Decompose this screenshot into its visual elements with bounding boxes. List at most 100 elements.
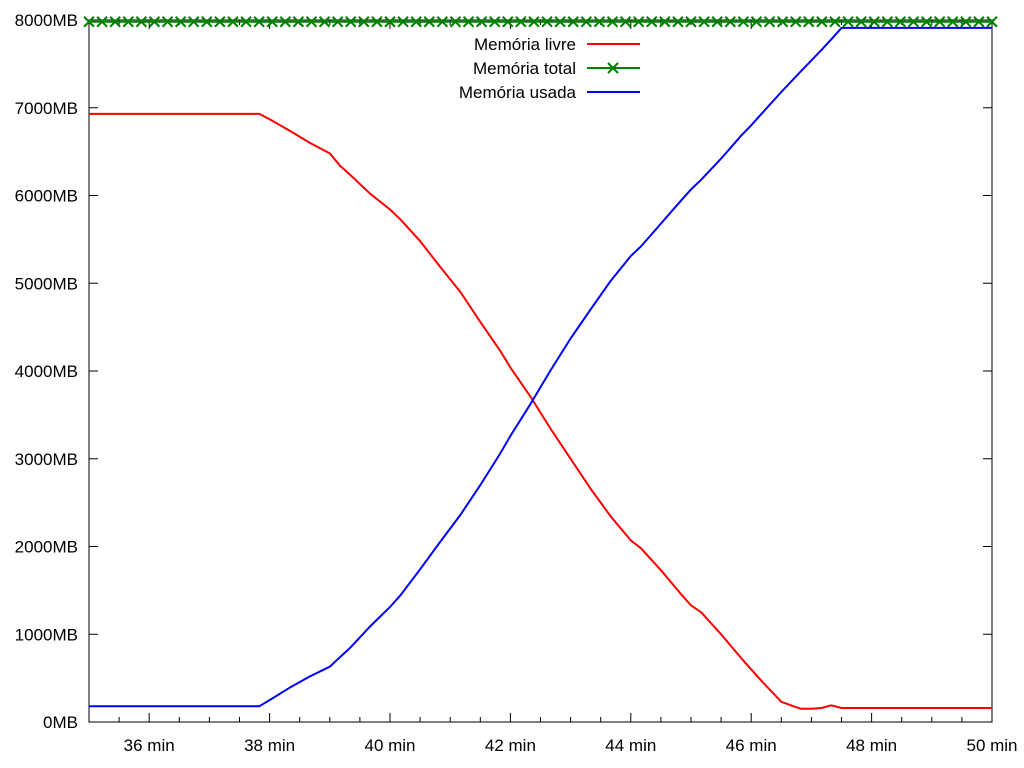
data-point	[672, 16, 684, 28]
data-point	[829, 16, 841, 28]
y-tick-label: 7000MB	[15, 99, 78, 118]
data-point	[842, 16, 854, 28]
x-tick-label: 42 min	[485, 736, 536, 755]
data-point	[345, 16, 357, 28]
x-tick-label: 40 min	[364, 736, 415, 755]
legend-label: Memória livre	[474, 35, 576, 54]
data-point	[109, 16, 121, 28]
data-point	[502, 16, 514, 28]
data-point	[371, 16, 383, 28]
legend-label: Memória usada	[459, 83, 577, 102]
data-point	[462, 16, 475, 28]
data-point	[894, 16, 907, 28]
data-point	[881, 16, 894, 28]
data-point	[776, 16, 789, 28]
data-point	[201, 16, 213, 28]
legend-label: Memória total	[473, 59, 576, 78]
data-point	[174, 16, 187, 28]
legend: Memória livre Memória total Memória usada	[459, 35, 640, 102]
y-tick-label: 1000MB	[15, 625, 78, 644]
data-point	[593, 16, 606, 28]
data-point	[122, 16, 134, 28]
data-point	[488, 16, 501, 28]
data-point	[475, 16, 488, 28]
data-point	[698, 16, 710, 28]
data-point	[515, 16, 527, 28]
data-point	[855, 16, 867, 28]
data-point	[214, 16, 226, 28]
data-point	[960, 16, 972, 28]
legend-entry: Memória livre	[474, 35, 640, 54]
y-tick-label: 0MB	[43, 713, 78, 732]
data-point	[161, 16, 174, 28]
data-point	[580, 16, 593, 28]
x-tick-label: 44 min	[605, 736, 656, 755]
data-point	[750, 16, 763, 28]
y-tick-label: 5000MB	[15, 274, 78, 293]
data-point	[148, 16, 161, 28]
x-tick-label: 50 min	[966, 736, 1017, 755]
data-point	[187, 16, 200, 28]
data-point	[384, 16, 396, 28]
data-point	[318, 16, 331, 28]
legend-entry: Memória total	[473, 59, 640, 78]
series-layer	[83, 16, 998, 710]
y-axis-ticks: 0MB 1000MB 2000MB 3000MB 4000MB 5000MB 6000MB 7…	[15, 11, 992, 732]
y-tick-label: 6000MB	[15, 187, 78, 206]
data-point	[423, 16, 435, 28]
data-point	[358, 16, 370, 28]
series-line-2	[89, 26, 992, 708]
series-line-0	[89, 112, 992, 710]
x-tick-label: 38 min	[244, 736, 295, 755]
data-point	[646, 16, 658, 28]
data-point	[632, 16, 645, 28]
data-point	[305, 16, 318, 28]
x-tick-label: 36 min	[124, 736, 175, 755]
data-point	[541, 16, 553, 28]
data-point	[227, 16, 239, 28]
y-tick-label: 8000MB	[15, 11, 78, 30]
data-point	[528, 16, 540, 28]
plot-frame	[88, 19, 993, 723]
data-point	[436, 16, 449, 28]
data-point	[554, 16, 566, 28]
x-tick-label: 48 min	[846, 736, 897, 755]
data-point	[253, 16, 265, 28]
data-point	[816, 16, 828, 28]
data-point	[947, 16, 959, 28]
data-point	[659, 16, 671, 28]
data-point	[685, 16, 697, 28]
y-tick-label: 3000MB	[15, 450, 78, 469]
legend-entry: Memória usada	[459, 83, 640, 102]
data-point	[933, 16, 946, 28]
y-tick-label: 2000MB	[15, 538, 78, 557]
data-point	[449, 16, 462, 28]
data-point	[397, 16, 409, 28]
data-point	[266, 16, 278, 28]
data-point	[279, 16, 292, 28]
x-tick-label: 46 min	[726, 736, 777, 755]
series-markers-1	[83, 16, 998, 28]
data-point	[711, 16, 723, 28]
data-point	[789, 16, 802, 28]
data-point	[292, 16, 305, 28]
data-point	[606, 16, 619, 28]
data-point	[724, 16, 736, 28]
data-point	[803, 16, 815, 28]
data-point	[567, 16, 579, 28]
data-point	[96, 16, 108, 28]
data-point	[920, 16, 933, 28]
data-point	[135, 16, 148, 28]
data-point	[83, 16, 95, 28]
data-point	[331, 16, 344, 28]
x-axis-ticks: 36 min 38 min 40 min 42 min 44 min 46 min 48 m…	[88, 20, 1018, 755]
data-point	[737, 16, 750, 28]
data-point	[973, 16, 985, 28]
data-point	[986, 16, 998, 28]
data-point	[763, 16, 776, 28]
legend-marker	[607, 62, 619, 74]
data-point	[240, 16, 252, 28]
data-point	[410, 16, 422, 28]
data-point	[619, 16, 632, 28]
